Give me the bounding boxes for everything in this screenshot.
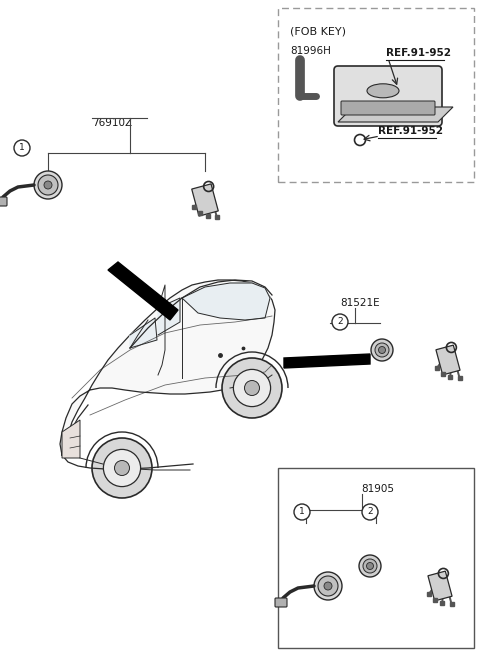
Circle shape [103, 449, 141, 487]
Circle shape [318, 576, 338, 596]
FancyBboxPatch shape [45, 184, 51, 194]
Circle shape [233, 369, 271, 407]
Circle shape [359, 555, 381, 577]
Circle shape [379, 346, 385, 354]
Circle shape [14, 140, 30, 156]
Ellipse shape [367, 84, 399, 98]
Polygon shape [158, 298, 180, 335]
Circle shape [314, 572, 342, 600]
Circle shape [367, 562, 373, 569]
FancyBboxPatch shape [275, 598, 287, 607]
Bar [278, 8, 474, 182]
Polygon shape [284, 354, 370, 368]
Circle shape [363, 559, 377, 573]
Text: REF.91-952: REF.91-952 [386, 48, 451, 58]
Circle shape [38, 175, 58, 195]
Text: 81996H: 81996H [290, 46, 331, 56]
Circle shape [294, 504, 310, 520]
Text: (FOB KEY): (FOB KEY) [290, 26, 346, 36]
FancyBboxPatch shape [334, 66, 442, 126]
Polygon shape [192, 184, 218, 216]
Circle shape [44, 181, 52, 189]
FancyBboxPatch shape [341, 101, 435, 115]
Circle shape [324, 582, 332, 590]
Circle shape [34, 171, 62, 199]
Circle shape [332, 314, 348, 330]
Polygon shape [428, 571, 452, 601]
Polygon shape [182, 283, 270, 320]
Polygon shape [60, 280, 275, 455]
Circle shape [92, 438, 152, 498]
Text: 81905: 81905 [361, 484, 394, 494]
Text: 1: 1 [19, 144, 25, 152]
Circle shape [244, 380, 260, 396]
Polygon shape [130, 318, 157, 348]
Text: 2: 2 [337, 318, 343, 327]
Polygon shape [108, 262, 178, 320]
Text: 2: 2 [367, 508, 373, 516]
Text: REF.91-952: REF.91-952 [378, 126, 443, 136]
Polygon shape [436, 345, 460, 375]
FancyBboxPatch shape [324, 586, 332, 594]
FancyBboxPatch shape [0, 197, 7, 206]
Bar [278, 468, 474, 648]
Text: 76910Z: 76910Z [92, 118, 132, 128]
Text: 1: 1 [299, 508, 305, 516]
Polygon shape [338, 107, 453, 122]
Circle shape [115, 461, 130, 476]
Text: 81521E: 81521E [340, 298, 380, 308]
Circle shape [371, 339, 393, 361]
Circle shape [375, 343, 389, 357]
Circle shape [222, 358, 282, 418]
Circle shape [362, 504, 378, 520]
Polygon shape [62, 420, 80, 458]
